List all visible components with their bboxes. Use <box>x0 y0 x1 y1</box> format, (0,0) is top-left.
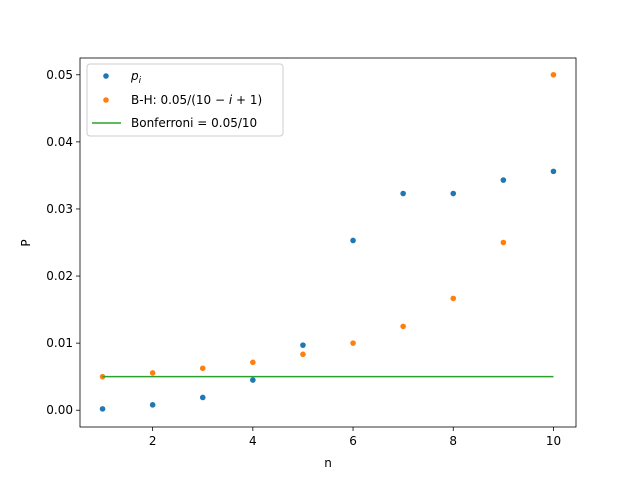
data-point-series-1 <box>400 190 406 197</box>
x-tick-label: 4 <box>249 434 257 448</box>
data-point-series-1 <box>99 406 106 412</box>
x-tick-label: 10 <box>546 434 561 448</box>
legend-entry-3: Bonferroni = 0.05/10 <box>131 116 257 130</box>
axes: 2 4 6 8 10 0.00 0.01 0.02 0.03 0.04 0.05 <box>46 57 577 448</box>
data-point-series-2 <box>250 359 256 366</box>
x-tick-label: 2 <box>149 434 157 448</box>
y-tick-label: 0.03 <box>46 202 73 216</box>
data-point-series-1 <box>500 177 507 183</box>
data-point-series-2 <box>149 370 156 376</box>
legend-entry-1: pi <box>130 69 142 86</box>
data-point-series-1 <box>450 190 457 197</box>
data-point-series-2 <box>550 71 557 78</box>
data-point-series-2 <box>500 239 507 246</box>
y-tick-label: 0.04 <box>46 135 73 149</box>
data-point-series-2 <box>350 340 356 346</box>
data-point-series-1 <box>149 402 156 408</box>
data-point-series-1 <box>550 168 557 175</box>
data-point-series-2 <box>450 295 457 302</box>
axes-frame <box>79 57 577 428</box>
x-tick-label: 8 <box>449 434 457 448</box>
data-point-series-1 <box>250 377 256 383</box>
data-point-series-2 <box>300 351 306 358</box>
x-tick-label: 6 <box>349 434 357 448</box>
legend-swatch-marker <box>103 73 109 79</box>
x-axis-label: n <box>324 456 332 470</box>
data-point-series-1 <box>199 394 206 401</box>
legend: pi B-H: 0.05/(10 − i + 1) Bonferroni = 0.0… <box>86 63 284 137</box>
y-tick-label: 0.02 <box>46 269 73 283</box>
legend-entry-2: B-H: 0.05/(10 − i + 1) <box>131 93 262 107</box>
data-point-series-1 <box>350 237 356 244</box>
y-tick-label: 0.00 <box>46 403 73 417</box>
plot-area <box>99 71 557 412</box>
y-tick-label: 0.05 <box>46 68 73 82</box>
y-tick-label: 0.01 <box>46 336 73 350</box>
data-point-series-1 <box>300 342 306 348</box>
data-point-series-2 <box>199 365 206 372</box>
y-axis-label: P <box>19 239 33 246</box>
legend-box <box>86 63 284 137</box>
data-point-series-2 <box>400 323 406 330</box>
legend-swatch-marker <box>103 97 109 103</box>
